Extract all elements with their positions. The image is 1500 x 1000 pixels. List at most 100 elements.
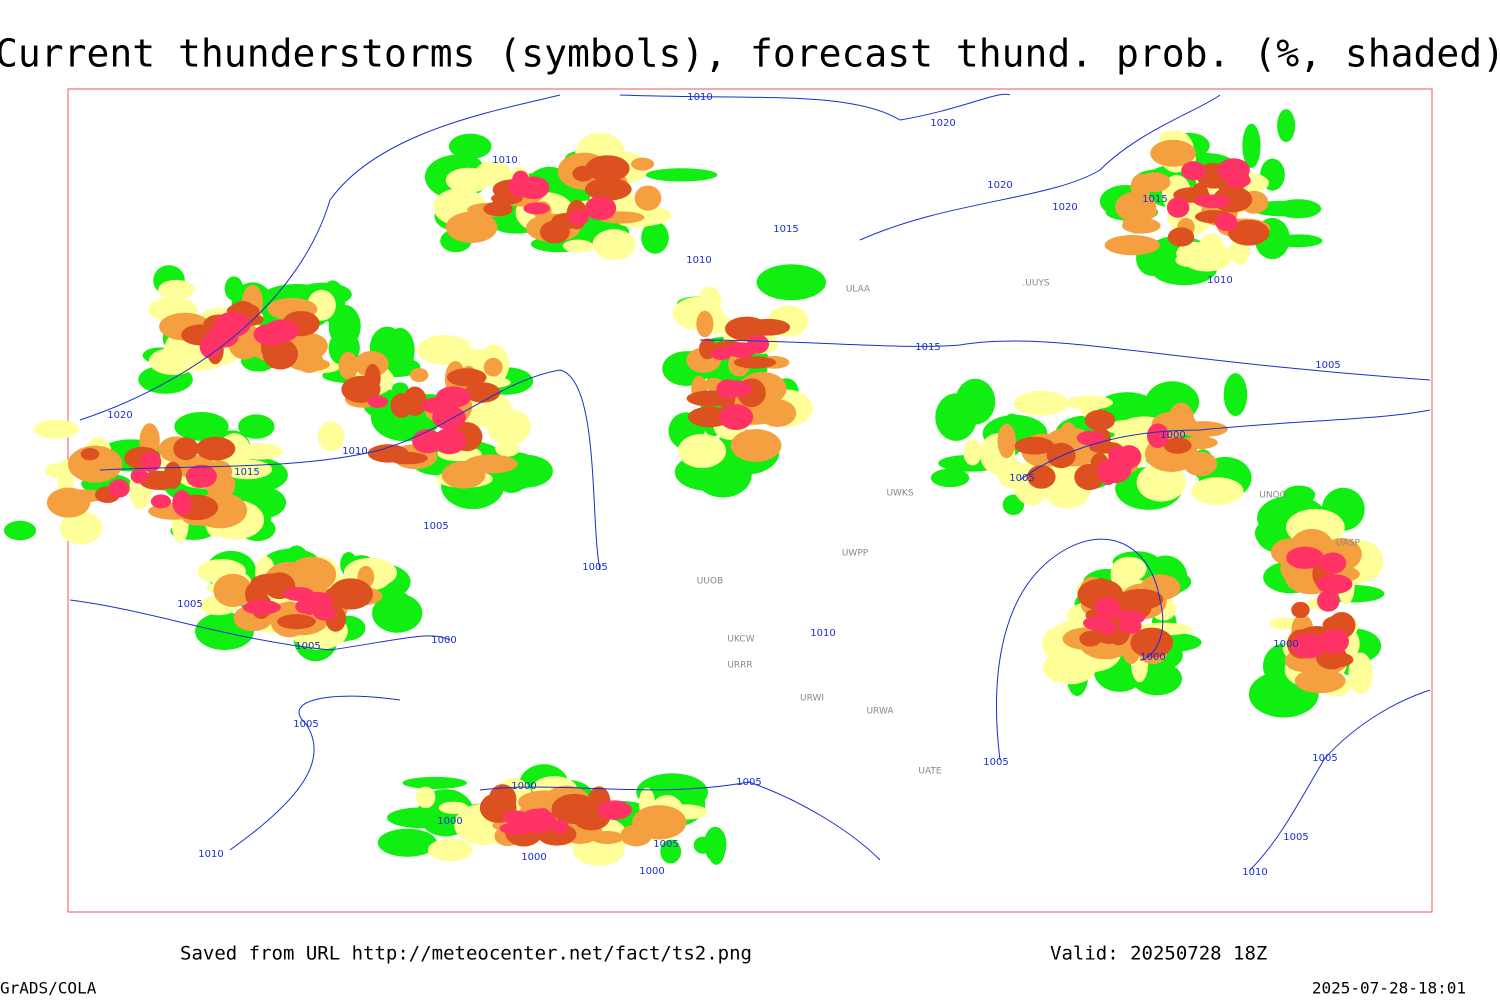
shade-blob: [710, 347, 733, 361]
shade-blob: [1084, 409, 1116, 431]
isobar-label: 1010: [492, 155, 517, 166]
shade-blob: [328, 304, 361, 348]
shade-blob: [631, 157, 655, 171]
shade-blob: [483, 357, 503, 377]
isobar-label: 1005: [1315, 360, 1340, 371]
shade-blob: [377, 828, 437, 857]
shade-blob: [1122, 217, 1161, 234]
isobar-label: 1005: [1009, 473, 1034, 484]
isobar-label: 1005: [293, 719, 318, 730]
shade-blob: [130, 468, 148, 484]
isobar-line: [69, 599, 451, 651]
shade-blob: [1115, 609, 1137, 624]
station-label: URRR: [727, 661, 752, 671]
map-title: Current thunderstorms (symbols), forecas…: [0, 32, 1500, 76]
shade-blob: [195, 436, 236, 461]
shade-blob: [1275, 199, 1322, 219]
shade-blob: [1002, 494, 1025, 516]
isobar-label: 1005: [1312, 753, 1337, 764]
shade-blob: [1194, 194, 1231, 209]
shade-blob: [632, 805, 687, 840]
shade-blob: [172, 490, 192, 516]
isobar-label: 1005: [423, 521, 448, 532]
shade-blob: [258, 577, 276, 595]
shade-blob: [645, 168, 718, 182]
source-url: Saved from URL http://meteocenter.net/fa…: [180, 943, 752, 965]
shade-blob: [213, 573, 253, 608]
shade-blob: [1348, 652, 1373, 694]
isobar-label: 1010: [687, 92, 712, 103]
shade-blob: [523, 202, 550, 215]
shade-blob: [412, 429, 443, 454]
shade-blob: [1175, 253, 1210, 268]
shade-blob: [295, 348, 324, 373]
isobar-label: 1010: [686, 255, 711, 266]
isobar-line: [479, 781, 881, 861]
shade-blob: [1130, 627, 1174, 658]
shade-blob: [1163, 437, 1192, 454]
isobar-label: 1000: [1273, 639, 1298, 650]
probability-shading: [3, 109, 1385, 866]
isobar-line: [229, 695, 401, 851]
shade-blob: [562, 239, 594, 253]
shade-blob: [1294, 668, 1346, 694]
shade-blob: [1291, 601, 1310, 619]
shade-blob: [519, 808, 557, 834]
valid-time: Valid: 20250728 18Z: [1050, 943, 1267, 965]
shade-blob: [238, 414, 275, 439]
shade-blob: [1027, 464, 1056, 489]
shade-blob: [441, 461, 486, 489]
station-label: UUOB: [697, 577, 723, 587]
shade-blob: [427, 838, 473, 862]
shade-blob: [1094, 596, 1120, 619]
shade-blob: [445, 167, 491, 193]
shade-blob: [592, 229, 636, 261]
station-label: UATE: [918, 767, 942, 777]
shade-blob: [445, 211, 498, 243]
shade-blob: [704, 826, 727, 862]
shade-blob: [163, 461, 182, 489]
station-label: URWA: [866, 707, 894, 717]
shade-blob: [1317, 590, 1340, 612]
shade-blob: [641, 221, 669, 254]
shade-blob: [1269, 617, 1299, 630]
shade-blob: [415, 786, 436, 809]
shade-blob: [488, 784, 517, 815]
isobar-label: 1000: [511, 781, 536, 792]
shade-blob: [1168, 402, 1194, 435]
shade-blob: [727, 342, 757, 358]
shade-blob: [1223, 373, 1248, 417]
shade-blob: [367, 395, 389, 408]
station-label: URWI: [800, 694, 824, 704]
shade-blob: [1104, 235, 1160, 256]
shade-blob: [1136, 463, 1186, 502]
isobar-label: 1010: [810, 628, 835, 639]
station-label: ULAA: [846, 285, 871, 295]
shade-blob: [756, 264, 826, 301]
shade-blob: [303, 591, 333, 611]
shade-blob: [1190, 477, 1244, 505]
isobar-label: 1010: [342, 446, 367, 457]
isobar-line: [699, 339, 1431, 381]
shade-blob: [253, 323, 289, 346]
shade-blob: [317, 421, 345, 452]
isobar-label: 1005: [983, 757, 1008, 768]
isobar-label: 1010: [1242, 867, 1267, 878]
shade-blob: [464, 382, 501, 403]
isobar-label: 1000: [1140, 652, 1165, 663]
isobar-label: 1020: [107, 410, 132, 421]
shade-blob: [997, 423, 1016, 459]
shade-blob: [1183, 451, 1218, 477]
shade-blob: [174, 412, 229, 441]
shade-blob: [585, 155, 630, 182]
shade-blob: [341, 375, 381, 403]
isobar-line: [1019, 409, 1431, 481]
shade-blob: [1135, 205, 1157, 220]
shade-blob: [1076, 430, 1104, 446]
isobar-label: 1015: [234, 467, 259, 478]
shade-blob: [1181, 161, 1206, 181]
isobars: [69, 93, 1431, 871]
shade-blob: [150, 494, 172, 509]
shade-blob: [693, 836, 713, 854]
